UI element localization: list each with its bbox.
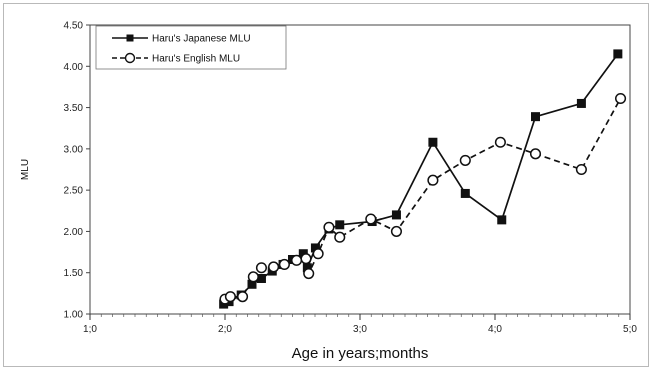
x-tick-label: 5;0 xyxy=(623,324,637,335)
legend-english-label: Haru's English MLU xyxy=(152,54,240,65)
legend-english-marker xyxy=(124,52,136,64)
english-mlu-point xyxy=(268,261,280,273)
english-mlu-point xyxy=(494,136,506,148)
english-mlu-point xyxy=(303,267,315,280)
english-mlu-point xyxy=(365,213,377,225)
y-tick-label: 4.00 xyxy=(64,62,84,73)
japanese-mlu-point xyxy=(302,263,312,273)
japanese-mlu-point xyxy=(310,243,320,253)
english-mlu-point xyxy=(323,221,335,233)
x-tick-label: 3;0 xyxy=(353,324,367,335)
english-mlu-point xyxy=(312,248,324,260)
figure-frame xyxy=(3,3,649,367)
y-tick-label: 2.50 xyxy=(64,186,84,197)
y-axis-title: MLU xyxy=(20,159,31,180)
english-mlu-point xyxy=(237,291,249,303)
english-mlu-point xyxy=(255,262,268,274)
japanese-mlu-point xyxy=(256,273,266,283)
japanese-mlu-point xyxy=(391,210,401,220)
x-axis: 1;0 2;0 3;0 4;0 5;0 xyxy=(83,314,637,335)
x-tick-label: 2;0 xyxy=(218,324,232,335)
japanese-mlu-point xyxy=(531,112,540,122)
legend-japanese-label: Haru's Japanese MLU xyxy=(152,34,251,45)
english-mlu-point xyxy=(529,148,542,160)
japanese-mlu-point xyxy=(247,279,257,289)
y-tick-label: 3.00 xyxy=(64,144,84,155)
legend-japanese-marker xyxy=(126,34,134,42)
english-mlu-point xyxy=(459,154,471,166)
english-mlu-point xyxy=(291,254,303,266)
english-mlu-point xyxy=(390,225,403,237)
y-tick-label: 4.50 xyxy=(64,21,84,32)
y-tick-label: 1.00 xyxy=(64,310,84,321)
plot-area xyxy=(89,24,631,315)
japanese-mlu-point xyxy=(576,98,586,108)
japanese-mlu-point xyxy=(298,249,308,259)
english-mlu-point xyxy=(300,253,312,265)
japanese-mlu-point xyxy=(335,220,345,230)
x-tick-label: 4;0 xyxy=(488,324,502,335)
english-mlu-point xyxy=(224,291,236,303)
series-layer xyxy=(219,49,627,309)
english-mlu-point xyxy=(575,163,587,176)
english-mlu-point xyxy=(247,271,259,283)
english-mlu-point xyxy=(427,174,439,186)
english-mlu-point xyxy=(334,231,346,243)
japanese-mlu-point xyxy=(460,188,470,198)
x-tick-label: 1;0 xyxy=(83,324,97,335)
y-tick-label: 3.50 xyxy=(64,103,84,114)
english-mlu-point xyxy=(615,92,627,105)
japanese-mlu-point xyxy=(497,215,507,225)
y-tick-label: 2.00 xyxy=(64,227,84,238)
legend: Haru's Japanese MLU Haru's English MLU xyxy=(95,25,287,70)
english-mlu-point xyxy=(278,258,290,271)
japanese-mlu-point xyxy=(613,49,623,59)
y-axis: 1.00 1.50 2.00 2.50 3.00 3.50 4.00 4.50 xyxy=(64,21,90,321)
x-axis-title: Age in years;months xyxy=(292,345,429,362)
y-tick-label: 1.50 xyxy=(64,268,84,279)
japanese-mlu-point xyxy=(428,137,438,147)
